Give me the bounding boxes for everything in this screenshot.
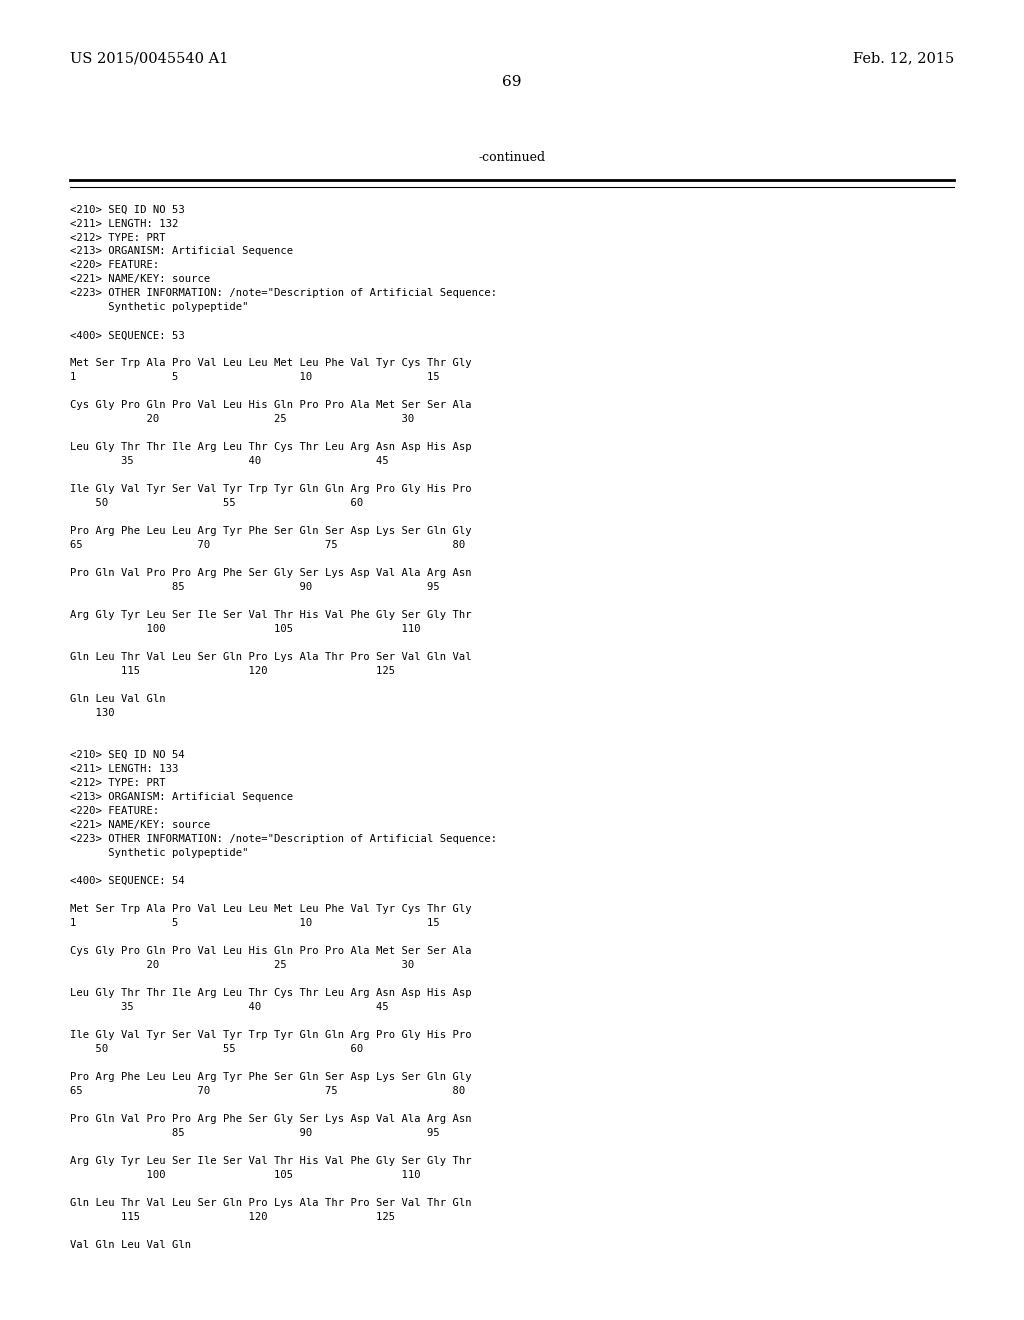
- Text: Gln Leu Thr Val Leu Ser Gln Pro Lys Ala Thr Pro Ser Val Thr Gln: Gln Leu Thr Val Leu Ser Gln Pro Lys Ala …: [70, 1199, 471, 1208]
- Text: <213> ORGANISM: Artificial Sequence: <213> ORGANISM: Artificial Sequence: [70, 247, 293, 256]
- Text: Arg Gly Tyr Leu Ser Ile Ser Val Thr His Val Phe Gly Ser Gly Thr: Arg Gly Tyr Leu Ser Ile Ser Val Thr His …: [70, 1156, 471, 1166]
- Text: Cys Gly Pro Gln Pro Val Leu His Gln Pro Pro Ala Met Ser Ser Ala: Cys Gly Pro Gln Pro Val Leu His Gln Pro …: [70, 400, 471, 411]
- Text: <221> NAME/KEY: source: <221> NAME/KEY: source: [70, 275, 210, 285]
- Text: 50                  55                  60: 50 55 60: [70, 1044, 362, 1055]
- Text: <220> FEATURE:: <220> FEATURE:: [70, 260, 159, 271]
- Text: <223> OTHER INFORMATION: /note="Description of Artificial Sequence:: <223> OTHER INFORMATION: /note="Descript…: [70, 289, 497, 298]
- Text: <221> NAME/KEY: source: <221> NAME/KEY: source: [70, 820, 210, 830]
- Text: 20                  25                  30: 20 25 30: [70, 960, 414, 970]
- Text: 20                  25                  30: 20 25 30: [70, 414, 414, 425]
- Text: 69: 69: [502, 75, 522, 88]
- Text: 85                  90                  95: 85 90 95: [70, 1129, 439, 1138]
- Text: Pro Gln Val Pro Pro Arg Phe Ser Gly Ser Lys Asp Val Ala Arg Asn: Pro Gln Val Pro Pro Arg Phe Ser Gly Ser …: [70, 1114, 471, 1125]
- Text: 130: 130: [70, 709, 115, 718]
- Text: <210> SEQ ID NO 53: <210> SEQ ID NO 53: [70, 205, 184, 215]
- Text: <223> OTHER INFORMATION: /note="Description of Artificial Sequence:: <223> OTHER INFORMATION: /note="Descript…: [70, 834, 497, 845]
- Text: Pro Arg Phe Leu Leu Arg Tyr Phe Ser Gln Ser Asp Lys Ser Gln Gly: Pro Arg Phe Leu Leu Arg Tyr Phe Ser Gln …: [70, 1072, 471, 1082]
- Text: <220> FEATURE:: <220> FEATURE:: [70, 807, 159, 816]
- Text: <210> SEQ ID NO 54: <210> SEQ ID NO 54: [70, 750, 184, 760]
- Text: -continued: -continued: [478, 150, 546, 164]
- Text: 65                  70                  75                  80: 65 70 75 80: [70, 540, 465, 550]
- Text: 35                  40                  45: 35 40 45: [70, 1002, 388, 1012]
- Text: <212> TYPE: PRT: <212> TYPE: PRT: [70, 779, 165, 788]
- Text: 1               5                   10                  15: 1 5 10 15: [70, 372, 439, 383]
- Text: Cys Gly Pro Gln Pro Val Leu His Gln Pro Pro Ala Met Ser Ser Ala: Cys Gly Pro Gln Pro Val Leu His Gln Pro …: [70, 946, 471, 956]
- Text: 65                  70                  75                  80: 65 70 75 80: [70, 1086, 465, 1096]
- Text: Leu Gly Thr Thr Ile Arg Leu Thr Cys Thr Leu Arg Asn Asp His Asp: Leu Gly Thr Thr Ile Arg Leu Thr Cys Thr …: [70, 989, 471, 998]
- Text: 115                 120                 125: 115 120 125: [70, 1212, 395, 1222]
- Text: Synthetic polypeptide": Synthetic polypeptide": [70, 849, 248, 858]
- Text: 115                 120                 125: 115 120 125: [70, 667, 395, 676]
- Text: 85                  90                  95: 85 90 95: [70, 582, 439, 593]
- Text: Pro Arg Phe Leu Leu Arg Tyr Phe Ser Gln Ser Asp Lys Ser Gln Gly: Pro Arg Phe Leu Leu Arg Tyr Phe Ser Gln …: [70, 527, 471, 536]
- Text: Val Gln Leu Val Gln: Val Gln Leu Val Gln: [70, 1239, 190, 1250]
- Text: 35                  40                  45: 35 40 45: [70, 457, 388, 466]
- Text: Leu Gly Thr Thr Ile Arg Leu Thr Cys Thr Leu Arg Asn Asp His Asp: Leu Gly Thr Thr Ile Arg Leu Thr Cys Thr …: [70, 442, 471, 453]
- Text: Met Ser Trp Ala Pro Val Leu Leu Met Leu Phe Val Tyr Cys Thr Gly: Met Ser Trp Ala Pro Val Leu Leu Met Leu …: [70, 904, 471, 915]
- Text: <211> LENGTH: 132: <211> LENGTH: 132: [70, 219, 178, 228]
- Text: Arg Gly Tyr Leu Ser Ile Ser Val Thr His Val Phe Gly Ser Gly Thr: Arg Gly Tyr Leu Ser Ile Ser Val Thr His …: [70, 610, 471, 620]
- Text: Gln Leu Val Gln: Gln Leu Val Gln: [70, 694, 165, 705]
- Text: Gln Leu Thr Val Leu Ser Gln Pro Lys Ala Thr Pro Ser Val Gln Val: Gln Leu Thr Val Leu Ser Gln Pro Lys Ala …: [70, 652, 471, 663]
- Text: 100                 105                 110: 100 105 110: [70, 624, 420, 635]
- Text: Pro Gln Val Pro Pro Arg Phe Ser Gly Ser Lys Asp Val Ala Arg Asn: Pro Gln Val Pro Pro Arg Phe Ser Gly Ser …: [70, 569, 471, 578]
- Text: <400> SEQUENCE: 54: <400> SEQUENCE: 54: [70, 876, 184, 886]
- Text: <211> LENGTH: 133: <211> LENGTH: 133: [70, 764, 178, 775]
- Text: 100                 105                 110: 100 105 110: [70, 1170, 420, 1180]
- Text: 50                  55                  60: 50 55 60: [70, 499, 362, 508]
- Text: <213> ORGANISM: Artificial Sequence: <213> ORGANISM: Artificial Sequence: [70, 792, 293, 803]
- Text: US 2015/0045540 A1: US 2015/0045540 A1: [70, 51, 228, 65]
- Text: Ile Gly Val Tyr Ser Val Tyr Trp Tyr Gln Gln Arg Pro Gly His Pro: Ile Gly Val Tyr Ser Val Tyr Trp Tyr Gln …: [70, 1030, 471, 1040]
- Text: Feb. 12, 2015: Feb. 12, 2015: [853, 51, 954, 65]
- Text: Met Ser Trp Ala Pro Val Leu Leu Met Leu Phe Val Tyr Cys Thr Gly: Met Ser Trp Ala Pro Val Leu Leu Met Leu …: [70, 359, 471, 368]
- Text: <212> TYPE: PRT: <212> TYPE: PRT: [70, 232, 165, 243]
- Text: 1               5                   10                  15: 1 5 10 15: [70, 919, 439, 928]
- Text: Ile Gly Val Tyr Ser Val Tyr Trp Tyr Gln Gln Arg Pro Gly His Pro: Ile Gly Val Tyr Ser Val Tyr Trp Tyr Gln …: [70, 484, 471, 495]
- Text: <400> SEQUENCE: 53: <400> SEQUENCE: 53: [70, 330, 184, 341]
- Text: Synthetic polypeptide": Synthetic polypeptide": [70, 302, 248, 313]
